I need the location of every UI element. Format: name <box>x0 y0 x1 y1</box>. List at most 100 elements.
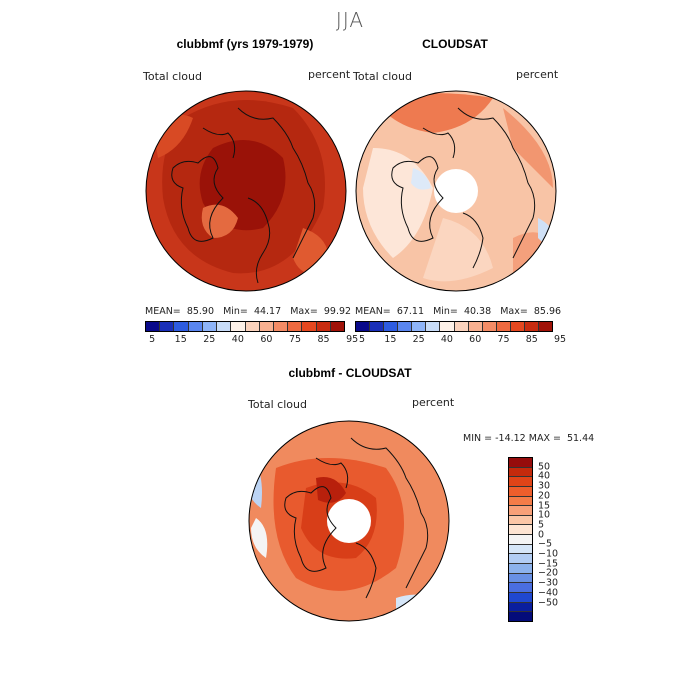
colorbar-tick-label: 60 <box>260 334 273 345</box>
colorbar-swatch <box>356 322 371 331</box>
colorbar-swatch <box>510 322 525 331</box>
colorbar-swatch <box>146 322 161 331</box>
colorbar-swatch <box>188 322 203 331</box>
colorbar-swatch <box>509 525 532 536</box>
colorbar-tick-label: 20 <box>538 490 551 502</box>
colorbar-swatch <box>259 322 274 331</box>
colorbar-swatch <box>509 544 532 555</box>
colorbar-swatch <box>539 322 553 331</box>
panel1-field-label: Total cloud <box>143 70 202 83</box>
colorbar-tick-label: 40 <box>440 334 453 345</box>
min-value: 40.38 <box>463 306 492 317</box>
colorbar-tick-label: −40 <box>538 587 559 599</box>
colorbar-difference <box>508 457 533 622</box>
colorbar-swatch <box>288 322 303 331</box>
colorbar-tick-label: 5 <box>538 519 545 531</box>
panel1-stats: MEAN= 85.90 Min= 44.17 Max= 99.92 <box>145 306 351 317</box>
colorbar-swatch <box>509 535 532 545</box>
colorbar-swatch <box>412 322 427 331</box>
panel2-unit-label: percent <box>516 68 559 81</box>
panel-title-difference: clubbmf - CLOUDSAT <box>288 366 412 380</box>
colorbar-swatch <box>384 322 399 331</box>
panel3-field-label: Total cloud <box>248 398 307 411</box>
colorbar-tick-label: 75 <box>497 334 510 345</box>
colorbar-swatch <box>370 322 385 331</box>
colorbar-swatch <box>398 322 413 331</box>
colorbar-tick-label: 5 <box>359 334 366 345</box>
mean-value: 85.90 <box>186 306 215 317</box>
colorbar-swatch <box>468 322 483 331</box>
panel2-stats: MEAN= 67.11 Min= 40.38 Max= 85.96 <box>355 306 561 317</box>
colorbar-swatch <box>509 477 532 487</box>
colorbar-swatch <box>426 322 441 331</box>
colorbar-tick-label: 0 <box>538 529 545 541</box>
colorbar-swatch <box>231 322 246 331</box>
panel-title-model: clubbmf (yrs 1979-1979) <box>176 37 314 51</box>
colorbar-tick-label: −15 <box>538 558 559 570</box>
colorbar-swatch <box>330 322 345 331</box>
colorbar-tick-label: 25 <box>203 334 216 345</box>
colorbar-tick-label: 25 <box>412 334 425 345</box>
mean-value: 67.11 <box>396 306 425 317</box>
colorbar-swatch <box>482 322 497 331</box>
min-label: Min= <box>223 306 248 317</box>
colorbar-swatch <box>160 322 175 331</box>
colorbar-swatch <box>217 322 232 331</box>
mean-label: MEAN= <box>145 306 181 317</box>
colorbar-swatch <box>509 554 532 565</box>
colorbar-swatch <box>509 612 532 621</box>
colorbar-swatch <box>245 322 260 331</box>
colorbar-tick-label: 5 <box>149 334 156 345</box>
colorbar-tick-label: −10 <box>538 548 559 560</box>
colorbar-tick-label: 15 <box>538 500 551 512</box>
colorbar-swatch <box>509 458 532 468</box>
colorbar-model: 5 15 25 40 60 75 85 95 <box>145 321 358 345</box>
colorbar-tick-label: 95 <box>346 334 359 345</box>
colorbar-swatch <box>509 602 532 613</box>
max-value: 99.92 <box>323 306 352 317</box>
map-model <box>145 90 347 292</box>
colorbar-tick-label: 95 <box>554 334 567 345</box>
colorbar-tick-label: 15 <box>174 334 187 345</box>
colorbar-swatch <box>174 322 189 331</box>
panel-title-cloudsat: CLOUDSAT <box>422 37 488 51</box>
colorbar-ticks: 5 15 25 40 60 75 85 95 <box>145 332 358 345</box>
colorbar-swatch <box>496 322 511 331</box>
map-boundary <box>355 90 557 292</box>
colorbar-tick-label: 60 <box>469 334 482 345</box>
max-label: Max= <box>500 306 528 317</box>
panel3-unit-label: percent <box>412 396 455 409</box>
mean-label: MEAN= <box>355 306 391 317</box>
page-title: JJA <box>335 8 365 32</box>
colorbar-tick-label: 40 <box>538 470 551 482</box>
colorbar-swatch <box>509 486 532 497</box>
colorbar-swatch <box>454 322 469 331</box>
map-boundary <box>248 420 450 622</box>
colorbar-swatch <box>273 322 289 331</box>
colorbar-swatch <box>524 322 540 331</box>
colorbar-difference-ticks: 50 40 30 20 15 10 5 0 −5 −10 −15 −20 −30 −40 −50 <box>538 457 578 622</box>
colorbar-ticks: 5 15 25 40 60 75 85 95 <box>355 332 566 345</box>
colorbar-cloudsat: 5 15 25 40 60 75 85 95 <box>355 321 566 345</box>
colorbar-swatch <box>302 322 317 331</box>
colorbar-swatch <box>202 322 218 331</box>
map-difference <box>248 420 450 622</box>
colorbar-swatch <box>509 496 532 507</box>
colorbar-tick-label: 10 <box>538 509 551 521</box>
colorbar-tick-label: 15 <box>384 334 397 345</box>
colorbar-tick-label: −50 <box>538 597 559 609</box>
map-cloudsat <box>355 90 557 292</box>
colorbar-tick-label: 40 <box>231 334 244 345</box>
max-value: 85.96 <box>533 306 562 317</box>
max-label: Max= <box>290 306 318 317</box>
colorbar-tick-label: 30 <box>538 480 551 492</box>
colorbar-tick-label: 85 <box>525 334 538 345</box>
colorbar-swatch <box>509 573 532 584</box>
min-label: Min= <box>433 306 458 317</box>
min-value: 44.17 <box>253 306 282 317</box>
map-boundary <box>145 90 347 292</box>
panel1-unit-label: percent <box>308 68 351 81</box>
colorbar-tick-label: −20 <box>538 567 559 579</box>
colorbar-tick-label: −30 <box>538 577 559 589</box>
colorbar-swatch <box>440 322 455 331</box>
